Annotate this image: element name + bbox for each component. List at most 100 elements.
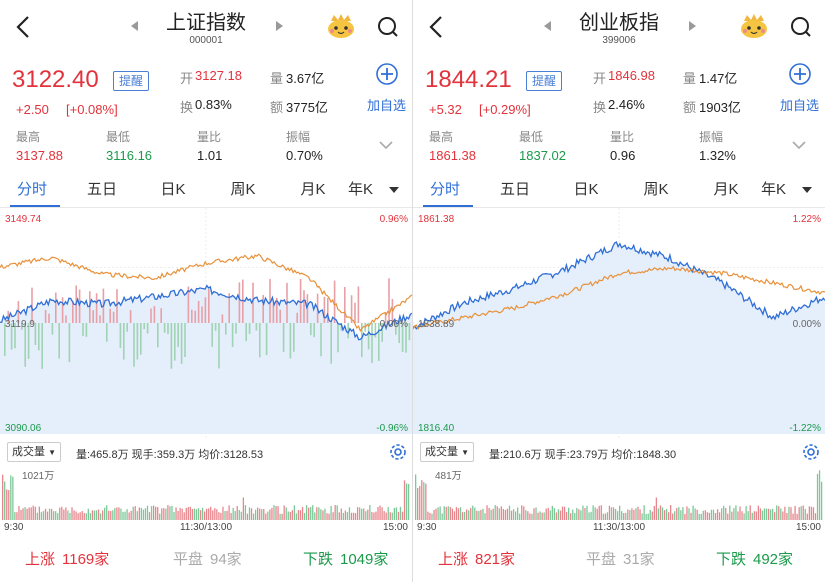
diff-bar bbox=[323, 296, 326, 323]
volume-bar bbox=[285, 507, 287, 520]
volume-bar bbox=[314, 512, 316, 520]
intraday-chart[interactable]: 3149.74 3119.9 3090.06 0.96% 0.00% -0.96% bbox=[0, 208, 412, 438]
volume-bar bbox=[226, 510, 228, 520]
chevron-down-icon[interactable] bbox=[378, 140, 394, 150]
volume-bar bbox=[191, 509, 194, 520]
chevron-down-icon[interactable] bbox=[791, 140, 807, 150]
mascot-icon[interactable] bbox=[326, 13, 356, 39]
diff-bar bbox=[143, 323, 145, 330]
diff-bar bbox=[180, 323, 183, 364]
volume-bar bbox=[65, 507, 67, 520]
volume-bar bbox=[407, 483, 410, 520]
volume-bar bbox=[220, 512, 222, 520]
triangle-left-icon[interactable] bbox=[131, 21, 138, 31]
volume-bar bbox=[759, 508, 762, 520]
volume-bar bbox=[682, 507, 684, 520]
volume-bar bbox=[199, 510, 202, 520]
diff-bar bbox=[68, 323, 71, 363]
volume-bar bbox=[466, 509, 468, 520]
add-circle-icon[interactable] bbox=[375, 62, 399, 86]
low-value: 1837.02 bbox=[519, 148, 566, 163]
volume-bar bbox=[32, 505, 34, 520]
triangle-right-icon[interactable] bbox=[276, 21, 283, 31]
tab-intraday[interactable]: 分时 bbox=[16, 181, 47, 198]
remind-button[interactable]: 提醒 bbox=[526, 71, 563, 91]
tab-day-k[interactable]: 日K bbox=[160, 181, 186, 198]
mascot-icon[interactable] bbox=[739, 13, 769, 39]
time-end-label: 15:00 bbox=[383, 522, 408, 533]
volume-bar bbox=[57, 513, 59, 520]
tab-day-k[interactable]: 日K bbox=[573, 181, 599, 198]
remind-button[interactable]: 提醒 bbox=[113, 71, 150, 91]
volume-bar bbox=[665, 508, 668, 520]
time-mid-label: 11:30/13:00 bbox=[593, 522, 646, 533]
volume-bar bbox=[727, 513, 729, 520]
volume-bar bbox=[667, 512, 670, 520]
tab-5day[interactable]: 五日 bbox=[86, 181, 117, 198]
volume-bar bbox=[261, 509, 263, 520]
volume-bar bbox=[340, 508, 342, 520]
back-icon[interactable] bbox=[425, 13, 447, 41]
volume-bar bbox=[437, 507, 439, 520]
triangle-right-icon[interactable] bbox=[689, 21, 696, 31]
diff-bar bbox=[204, 297, 207, 323]
tab-year-k[interactable]: 年K bbox=[348, 181, 374, 198]
diff-bar bbox=[333, 280, 336, 323]
volume-bar bbox=[429, 512, 431, 520]
triangle-down-icon[interactable] bbox=[388, 186, 400, 194]
volume-chart[interactable]: 1021万 9:30 11:30/13:00 15:00 bbox=[0, 466, 412, 534]
money-value: 1903亿 bbox=[699, 100, 741, 115]
volume-bar bbox=[539, 511, 541, 520]
volume-bar bbox=[350, 512, 353, 520]
indicator-select[interactable]: 成交量 ▼ bbox=[420, 442, 474, 462]
y-mid-label: 1838.89 bbox=[418, 319, 455, 330]
intraday-chart[interactable]: 1861.38 1838.89 1816.40 1.22% 0.00% -1.22% bbox=[413, 208, 825, 438]
gear-icon[interactable] bbox=[387, 441, 409, 463]
volume-bar bbox=[712, 509, 715, 520]
add-watchlist-button[interactable]: 加自选 bbox=[780, 98, 820, 113]
tab-week-k[interactable]: 周K bbox=[643, 181, 669, 198]
add-circle-icon[interactable] bbox=[788, 62, 812, 86]
add-watchlist-button[interactable]: 加自选 bbox=[367, 98, 407, 113]
tab-month-k[interactable]: 月K bbox=[713, 181, 739, 198]
tab-intraday[interactable]: 分时 bbox=[429, 181, 460, 198]
back-icon[interactable] bbox=[12, 13, 34, 41]
volume-bar bbox=[545, 508, 547, 520]
tab-year-k[interactable]: 年K bbox=[761, 181, 787, 198]
page-title: 上证指数 bbox=[166, 12, 246, 34]
volume-bar bbox=[126, 509, 128, 520]
volume-bar bbox=[316, 507, 318, 520]
tab-month-k[interactable]: 月K bbox=[300, 181, 326, 198]
diff-bar bbox=[27, 323, 30, 359]
y-max-label: 3149.74 bbox=[5, 214, 42, 225]
tab-week-k[interactable]: 周K bbox=[230, 181, 256, 198]
time-mid-label: 11:30/13:00 bbox=[180, 522, 233, 533]
pct-max-label: 0.96% bbox=[380, 214, 408, 225]
volume-bar bbox=[578, 509, 580, 520]
volume-bar bbox=[745, 506, 747, 520]
volume-bar bbox=[236, 506, 238, 520]
volume-bar bbox=[297, 510, 300, 520]
tab-5day[interactable]: 五日 bbox=[499, 181, 530, 198]
volume-bar bbox=[723, 505, 725, 520]
search-icon[interactable] bbox=[376, 15, 400, 39]
volume-bar bbox=[55, 511, 57, 520]
volume-chart[interactable]: 481万 9:30 11:30/13:00 15:00 bbox=[413, 466, 825, 534]
volume-bar bbox=[318, 507, 320, 520]
volume-bar bbox=[694, 508, 696, 520]
volume-bar bbox=[363, 508, 365, 520]
indicator-select[interactable]: 成交量 ▼ bbox=[7, 442, 61, 462]
volume-bar bbox=[718, 512, 721, 520]
gear-icon[interactable] bbox=[800, 441, 822, 463]
triangle-down-icon[interactable] bbox=[801, 186, 813, 194]
volume-bar bbox=[565, 512, 568, 520]
volume-bar bbox=[201, 507, 204, 520]
diff-bar bbox=[245, 323, 247, 342]
volume-bar bbox=[330, 505, 332, 520]
search-icon[interactable] bbox=[789, 15, 813, 39]
triangle-left-icon[interactable] bbox=[544, 21, 551, 31]
vol-ratio-value: 0.96 bbox=[610, 148, 636, 163]
volume-bar bbox=[721, 508, 723, 520]
volume-bar bbox=[130, 510, 132, 520]
diff-bar bbox=[269, 279, 271, 323]
